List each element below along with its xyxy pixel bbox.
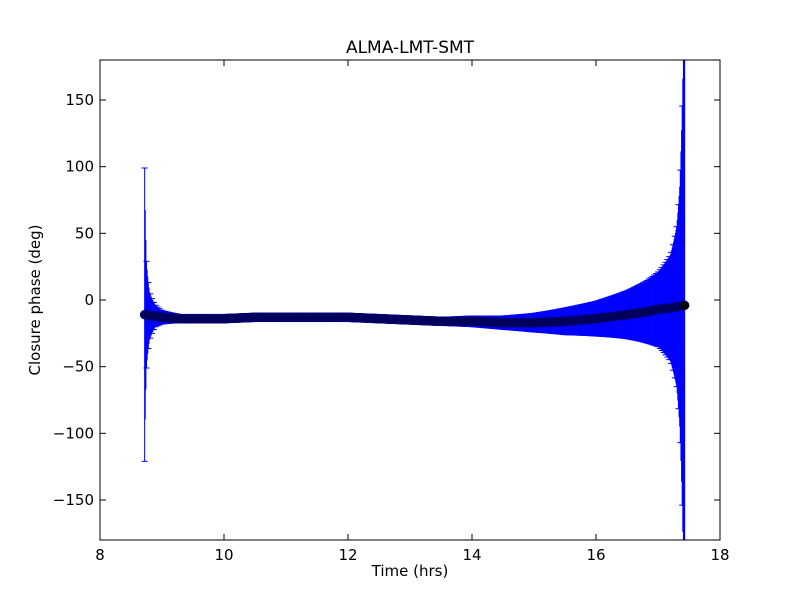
y-tick-label: 50: [75, 224, 94, 242]
y-axis: −150 −100 −50 0 50 100 150: [53, 91, 720, 509]
y-tick-label: 0: [84, 291, 94, 309]
x-tick-label: 16: [586, 546, 605, 564]
data-point: [679, 300, 690, 311]
plot-area: [139, 60, 690, 540]
chart-title: ALMA-LMT-SMT: [346, 38, 475, 58]
y-tick-label: −150: [53, 491, 94, 509]
x-tick-label: 12: [338, 546, 357, 564]
y-tick-label: 100: [65, 158, 94, 176]
error-bars: [141, 60, 686, 540]
x-tick-label: 14: [462, 546, 481, 564]
x-tick-label: 18: [710, 546, 729, 564]
y-tick-label: −50: [62, 358, 94, 376]
y-tick-label: 150: [65, 91, 94, 109]
x-axis-label: Time (hrs): [371, 562, 449, 580]
x-tick-label: 8: [95, 546, 105, 564]
x-tick-label: 10: [214, 546, 233, 564]
y-axis-label: Closure phase (deg): [26, 225, 44, 376]
y-tick-label: −100: [53, 424, 94, 442]
x-axis: 8 10 12 14 16 18: [95, 60, 730, 564]
data-points: [139, 300, 690, 328]
